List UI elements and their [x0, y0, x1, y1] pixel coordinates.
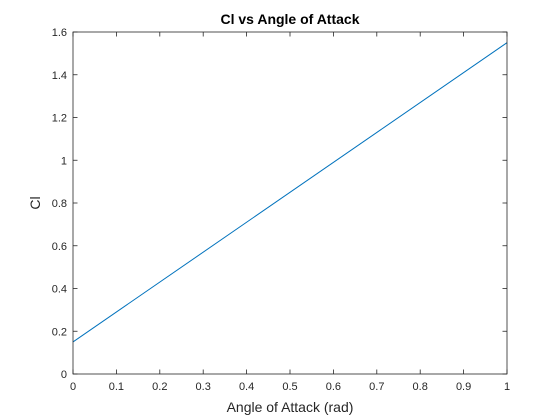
x-tick-label: 0.7 — [369, 381, 384, 393]
x-tick-label: 1 — [504, 381, 510, 393]
x-tick-label: 0 — [70, 381, 76, 393]
series-layer — [72, 42, 508, 343]
x-tick-label: 0.9 — [456, 381, 471, 393]
chart-title: Cl vs Angle of Attack — [221, 11, 360, 27]
x-tick-label: 0.6 — [326, 381, 341, 393]
y-tick-label: 1.2 — [52, 113, 67, 125]
x-tick-label: 0.8 — [413, 381, 428, 393]
y-tick-label: 0.6 — [52, 241, 67, 253]
y-axis-title: Cl — [27, 196, 43, 209]
plot-area — [73, 32, 507, 374]
y-tick-label: 0 — [61, 369, 67, 381]
y-tick-label: 0.2 — [52, 326, 67, 338]
y-tick-label: 1.6 — [52, 27, 67, 39]
x-axis-title: Angle of Attack (rad) — [227, 399, 354, 415]
y-tick-label: 1 — [61, 155, 67, 167]
y-tick-label: 0.8 — [52, 198, 67, 210]
x-tick-label: 0.3 — [196, 381, 211, 393]
x-tick-label: 0.1 — [109, 381, 124, 393]
x-tick-label: 0.5 — [282, 381, 297, 393]
x-tick-label: 0.2 — [152, 381, 167, 393]
y-tick-label: 1.4 — [52, 70, 67, 82]
y-axis: 0 0.2 0.4 0.6 0.8 1 1.2 1.4 1.6 — [52, 27, 507, 381]
y-tick-label: 0.4 — [52, 284, 67, 296]
x-axis: 0 0.1 0.2 0.3 0.4 0.5 0.6 0.7 0.8 0.9 1 — [70, 32, 510, 393]
x-tick-label: 0.4 — [239, 381, 254, 393]
series-line — [72, 42, 508, 343]
